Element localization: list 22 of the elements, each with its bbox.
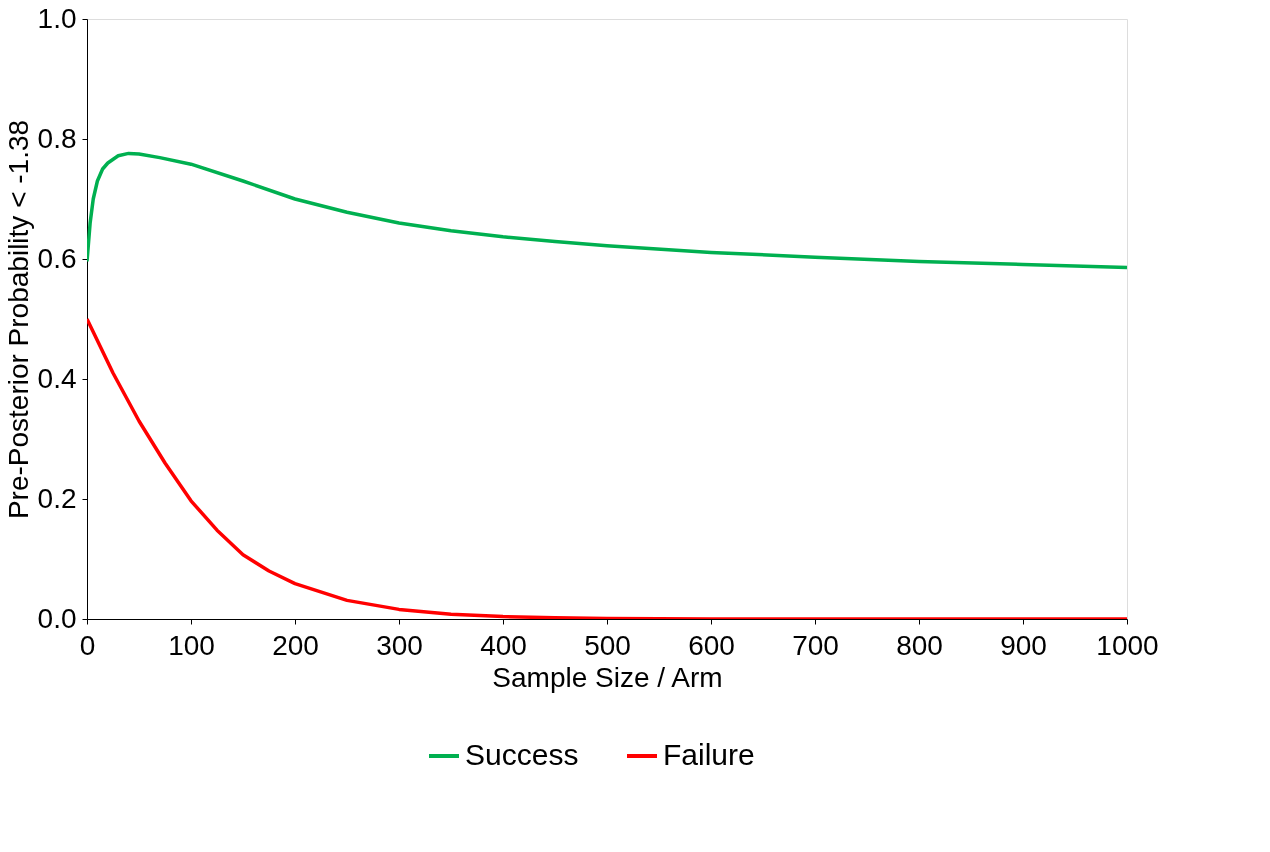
x-tick-label: 400 xyxy=(480,629,527,661)
y-axis-title: Pre-Posterior Probability < -1.38 xyxy=(2,119,34,520)
y-tick-label: 0.8 xyxy=(37,122,77,154)
x-tick-label: 1000 xyxy=(1096,629,1159,661)
y-tick-label: 1.0 xyxy=(37,2,77,34)
line-series xyxy=(87,151,1127,270)
x-axis-title: Sample Size / Arm xyxy=(492,661,723,693)
x-tick-label: 300 xyxy=(376,629,423,661)
x-tick-label: 700 xyxy=(792,629,839,661)
x-tick-label: 0 xyxy=(79,629,96,661)
x-tick-label: 500 xyxy=(584,629,631,661)
x-tick-label: 200 xyxy=(272,629,319,661)
x-tick-label: 600 xyxy=(688,629,735,661)
y-tick-label: 0.2 xyxy=(37,482,77,514)
x-tick-label: 800 xyxy=(896,629,943,661)
x-tick-label: 100 xyxy=(168,629,215,661)
legend-label: Failure xyxy=(663,738,755,771)
y-tick-label: 0.4 xyxy=(37,362,77,394)
legend-label: Success xyxy=(465,738,579,771)
y-tick-label: 0.0 xyxy=(37,602,77,634)
y-tick-label: 0.6 xyxy=(37,242,77,274)
x-tick-label: 900 xyxy=(1000,629,1047,661)
